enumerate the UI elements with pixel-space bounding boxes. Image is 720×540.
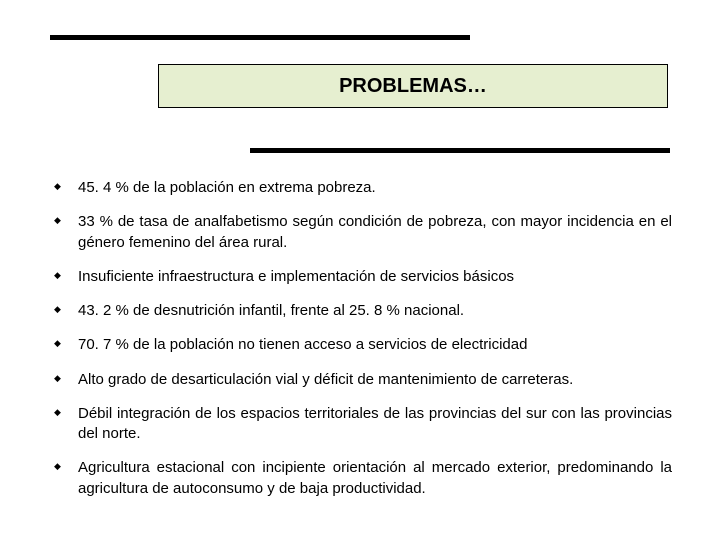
list-item: Insuficiente infraestructura e implement… — [50, 267, 672, 287]
mid-horizontal-rule — [250, 148, 670, 153]
top-horizontal-rule — [50, 35, 470, 40]
list-item: Alto grado de desarticulación vial y déf… — [50, 370, 672, 390]
slide-title: PROBLEMAS… — [339, 75, 487, 98]
list-item: 70. 7 % de la población no tienen acceso… — [50, 335, 672, 355]
bullet-list: 45. 4 % de la población en extrema pobre… — [50, 178, 672, 513]
list-item: 45. 4 % de la población en extrema pobre… — [50, 178, 672, 198]
list-item: Débil integración de los espacios territ… — [50, 404, 672, 445]
title-box: PROBLEMAS… — [158, 64, 668, 108]
list-item: 33 % de tasa de analfabetismo según cond… — [50, 212, 672, 253]
list-item: Agricultura estacional con incipiente or… — [50, 458, 672, 499]
list-item: 43. 2 % de desnutrición infantil, frente… — [50, 301, 672, 321]
